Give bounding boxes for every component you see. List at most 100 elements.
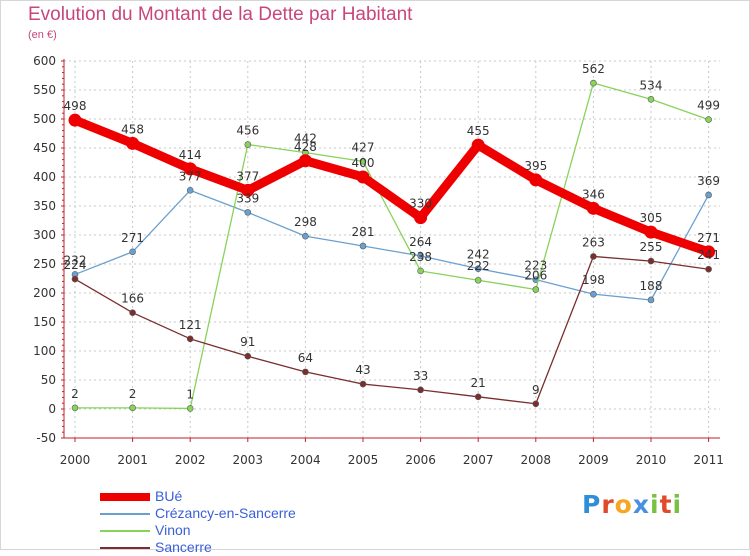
data-point xyxy=(529,173,543,187)
legend-swatch xyxy=(100,547,150,549)
data-label: 455 xyxy=(467,124,490,138)
data-label: 298 xyxy=(294,215,317,229)
data-label: 263 xyxy=(582,235,605,249)
data-point xyxy=(68,113,82,127)
x-tick-label: 2008 xyxy=(521,453,552,467)
legend-label: Sancerre xyxy=(155,539,212,555)
series-line xyxy=(74,189,710,301)
data-point xyxy=(186,335,194,343)
x-tick-label: 2001 xyxy=(117,453,148,467)
data-label: 2 xyxy=(129,387,137,401)
data-point xyxy=(474,276,482,284)
legend-swatch xyxy=(100,493,150,501)
data-label: 21 xyxy=(471,376,486,390)
data-point xyxy=(298,154,312,168)
legend-swatch xyxy=(100,513,150,515)
data-label: 224 xyxy=(64,258,87,272)
x-tick-label: 2006 xyxy=(405,453,436,467)
y-tick-label: 400 xyxy=(33,170,56,184)
y-tick-label: 450 xyxy=(33,141,56,155)
data-point xyxy=(241,183,255,197)
data-point xyxy=(647,95,655,103)
data-point xyxy=(474,265,482,272)
data-label: 562 xyxy=(582,62,605,76)
data-point xyxy=(71,404,79,412)
data-label: 43 xyxy=(355,363,370,377)
data-label: 188 xyxy=(640,279,663,293)
x-tick-label: 2000 xyxy=(60,453,91,467)
data-point xyxy=(590,290,597,298)
legend-label: Crézancy-en-Sancerre xyxy=(155,505,296,521)
data-label: 166 xyxy=(121,292,144,306)
series-line xyxy=(70,115,714,257)
y-axis-ticks: -50 0 50 100 150 200 250 300 350 400 450 500 550 600 xyxy=(33,54,64,445)
y-tick-label: 500 xyxy=(33,112,56,126)
data-point xyxy=(532,400,540,408)
y-tick-label: 50 xyxy=(41,373,56,387)
data-point xyxy=(356,170,370,184)
data-label: 498 xyxy=(64,99,87,113)
data-label: 427 xyxy=(352,140,375,154)
data-point xyxy=(417,252,424,260)
data-label: 369 xyxy=(697,174,720,188)
data-label: 223 xyxy=(524,259,547,273)
data-label: 377 xyxy=(236,169,259,183)
data-label: 255 xyxy=(640,240,663,254)
logo-letter: o xyxy=(614,490,633,519)
data-point xyxy=(302,368,309,376)
x-tick-label: 2004 xyxy=(290,453,321,467)
data-point xyxy=(359,380,367,388)
data-label: 232 xyxy=(64,253,87,267)
data-point xyxy=(417,267,424,275)
logo-letter: r xyxy=(601,490,615,519)
x-tick-label: 2007 xyxy=(463,453,494,467)
logo-letter: x xyxy=(632,490,650,519)
data-label: 33 xyxy=(413,369,428,383)
y-tick-label: 300 xyxy=(33,228,56,242)
data-label: 222 xyxy=(467,259,490,273)
x-tick-label: 2009 xyxy=(578,453,609,467)
series-layer xyxy=(68,79,716,412)
data-label: 377 xyxy=(179,169,202,183)
data-point xyxy=(302,232,309,240)
logo-letter: P xyxy=(582,490,602,519)
x-tick-label: 2002 xyxy=(175,453,206,467)
data-label: 9 xyxy=(532,383,540,397)
data-point xyxy=(126,136,140,150)
data-point xyxy=(129,248,136,256)
logo-letter: i xyxy=(650,490,660,519)
data-label: 198 xyxy=(582,273,605,287)
data-point xyxy=(359,158,367,165)
y-tick-label: 550 xyxy=(33,83,56,97)
data-label: 64 xyxy=(298,351,313,365)
data-point xyxy=(586,201,600,215)
series-line xyxy=(74,82,710,410)
data-point xyxy=(474,393,482,401)
data-point xyxy=(705,265,712,273)
y-tick-label: 250 xyxy=(33,257,56,271)
data-label: 238 xyxy=(409,250,432,264)
data-point xyxy=(647,296,655,304)
data-label: 414 xyxy=(179,148,202,162)
data-label: 241 xyxy=(697,248,720,262)
series-line xyxy=(74,255,710,405)
data-label: 242 xyxy=(467,248,490,262)
data-label: 206 xyxy=(524,269,547,283)
data-label: 400 xyxy=(352,156,375,170)
data-label: 346 xyxy=(582,187,605,201)
data-label: 330 xyxy=(409,197,432,211)
data-label: 2 xyxy=(71,387,79,401)
y-tick-label: 350 xyxy=(33,199,56,213)
y-tick-label: 0 xyxy=(48,402,56,416)
data-point xyxy=(71,275,79,283)
data-point xyxy=(244,209,252,216)
data-label: 458 xyxy=(121,122,144,136)
data-point xyxy=(417,386,424,394)
x-tick-label: 2003 xyxy=(233,453,264,467)
x-axis-ticks: 2000 2001 2002 2003 2004 2005 2006 2007 2008 2009… xyxy=(60,438,724,467)
data-label: 395 xyxy=(524,159,547,173)
logo-letter: t xyxy=(659,490,673,519)
data-label: 1 xyxy=(186,387,194,401)
data-point xyxy=(705,191,712,199)
